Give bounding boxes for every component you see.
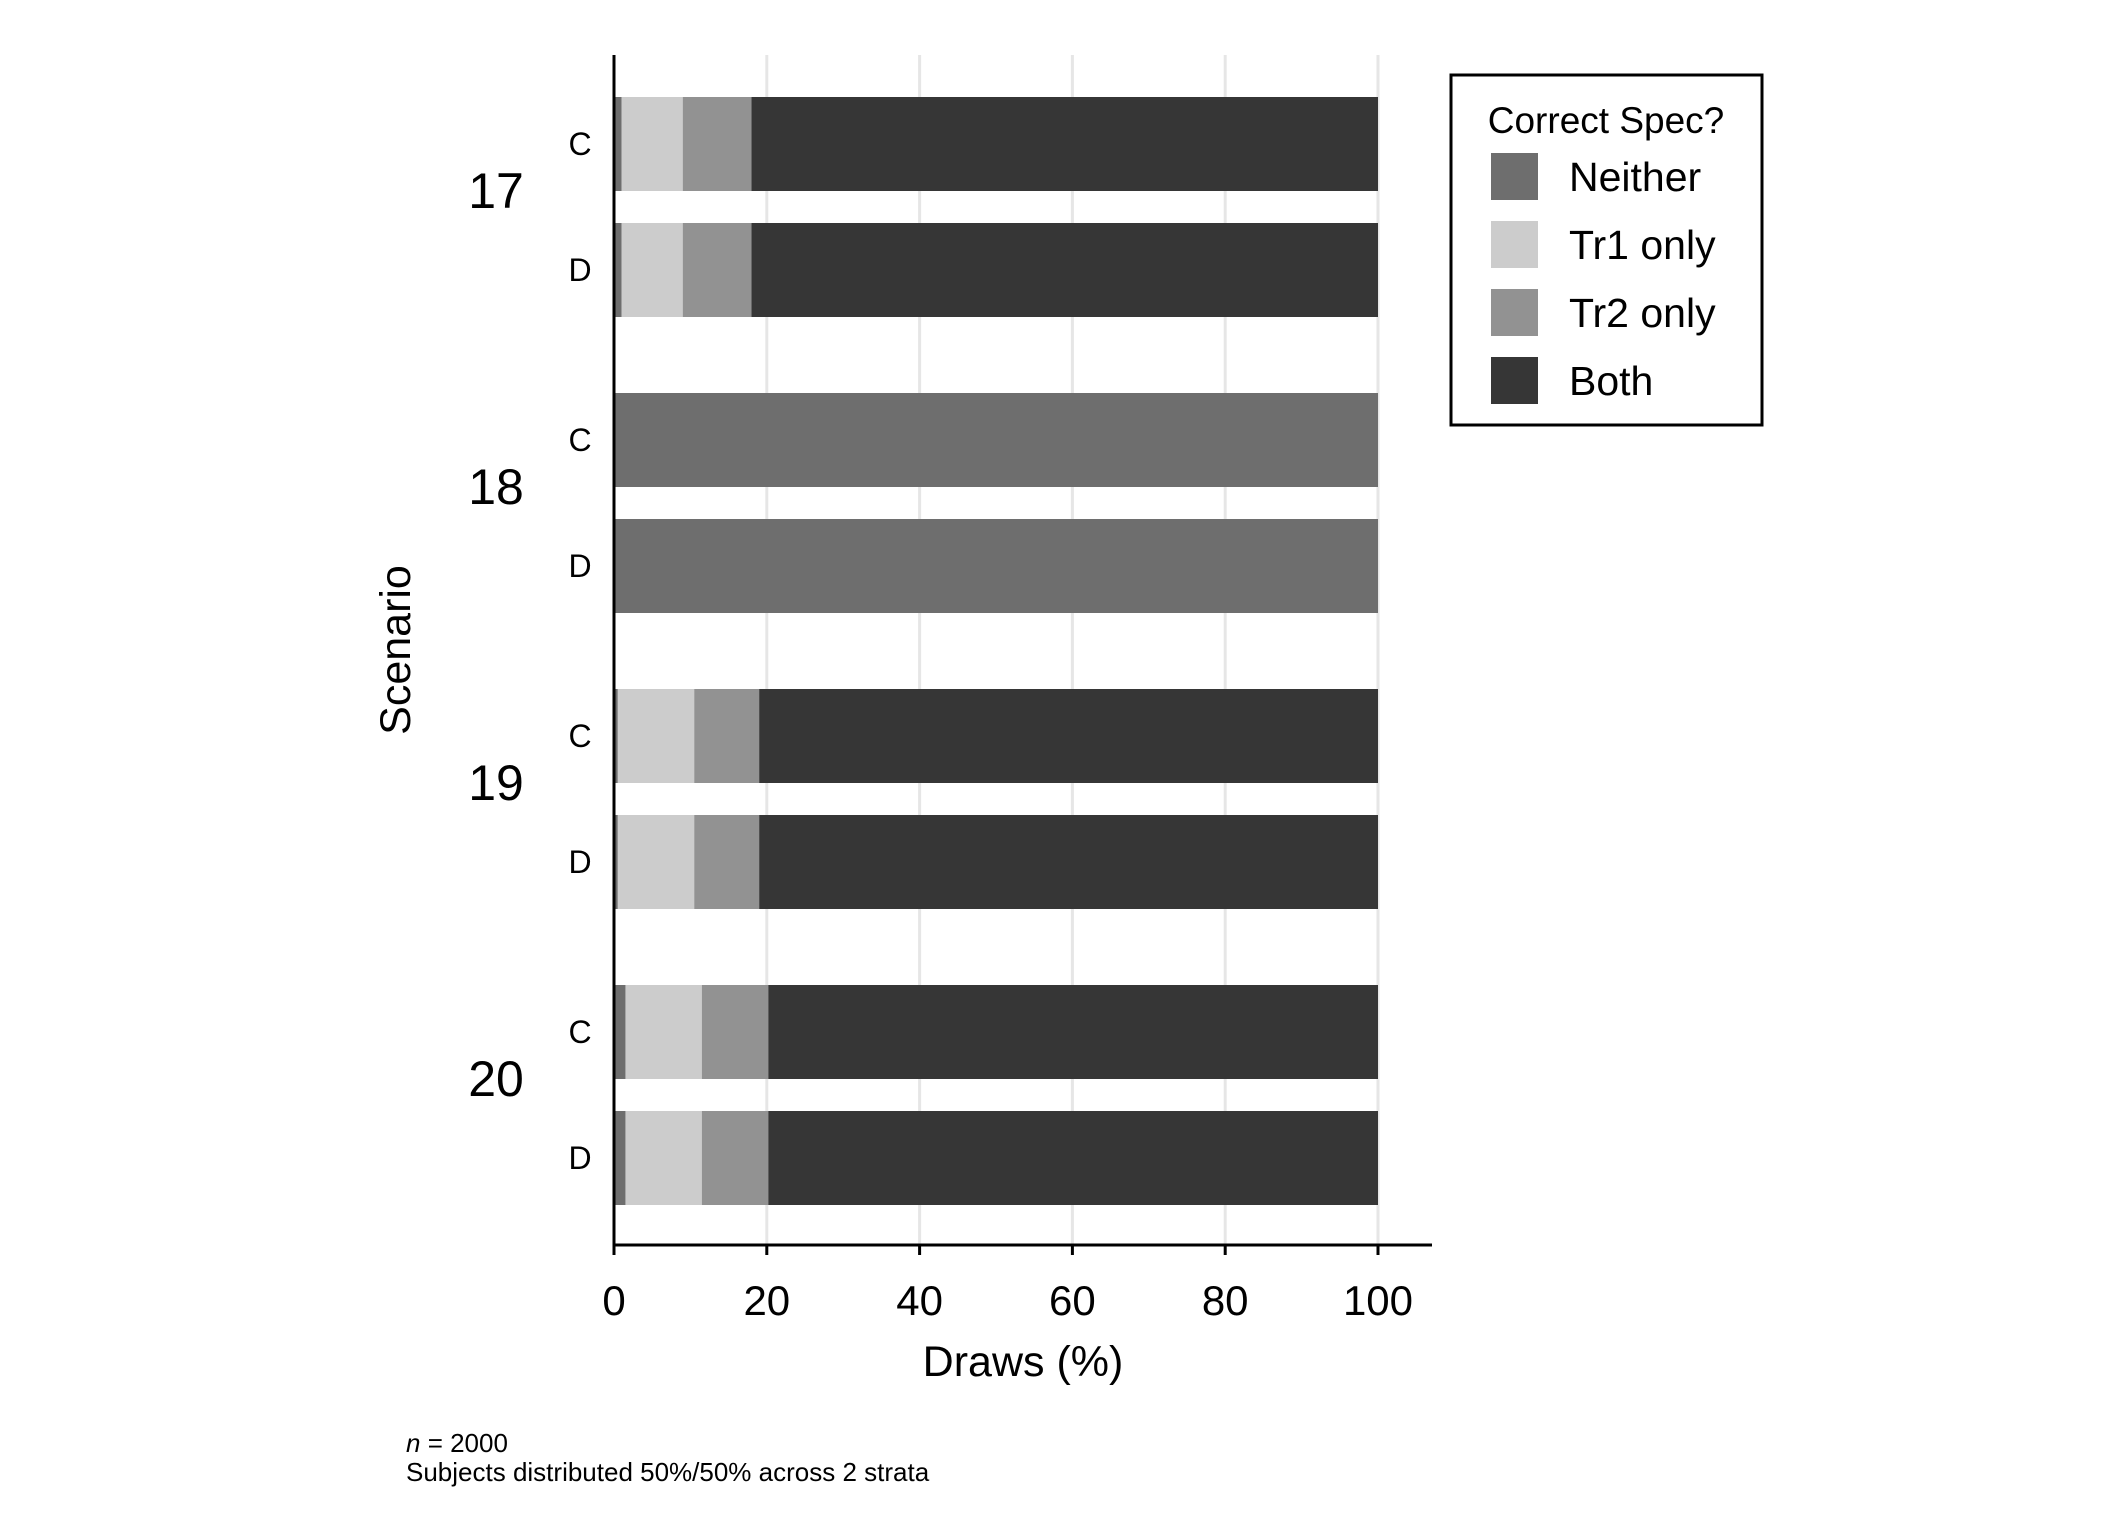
- legend-label-both: Both: [1569, 358, 1653, 404]
- bar-17-c-tr2-only: [682, 97, 752, 191]
- bar-18-c-neither: [614, 393, 1378, 487]
- bar-19-c-tr1-only: [617, 689, 695, 783]
- x-tick-label-60: 60: [1049, 1277, 1096, 1324]
- bar-19-c-tr2-only: [694, 689, 760, 783]
- footnote-strata: Subjects distributed 50%/50% across 2 st…: [406, 1457, 930, 1487]
- legend: Correct Spec? Neither Tr1 only Tr2 only Bot…: [1449, 73, 1764, 427]
- legend-label-tr1-only: Tr1 only: [1569, 222, 1716, 268]
- x-tick-label-80: 80: [1202, 1277, 1249, 1324]
- bar-20-d-tr1-only: [625, 1111, 702, 1205]
- row-label-19-c: C: [568, 718, 591, 754]
- legend-label-tr2-only: Tr2 only: [1569, 290, 1716, 336]
- bar-17-c-both: [751, 97, 1378, 191]
- bar-19-d-neither: [614, 815, 618, 909]
- row-label-20-d: D: [568, 1140, 591, 1176]
- footnote: n = 2000 Subjects distributed 50%/50% ac…: [406, 1428, 930, 1487]
- y-axis-title: Scenario: [372, 565, 420, 735]
- row-label-19-d: D: [568, 844, 591, 880]
- bar-20-c-both: [768, 985, 1378, 1079]
- x-tick-label-0: 0: [602, 1277, 625, 1324]
- footnote-n-value: = 2000: [420, 1428, 507, 1458]
- axes: [612, 55, 1432, 1247]
- legend-swatch-tr1-only: [1491, 221, 1538, 268]
- x-tick-label-40: 40: [896, 1277, 943, 1324]
- bar-17-d-both: [751, 223, 1378, 317]
- bar-20-c-neither: [614, 985, 626, 1079]
- x-tick-labels: 0 20 40 60 80 100: [602, 1245, 1413, 1324]
- bar-19-c-neither: [614, 689, 618, 783]
- bar-17-d-tr1-only: [621, 223, 683, 317]
- bar-18-d-neither: [614, 519, 1378, 613]
- bars: [614, 97, 1378, 1205]
- row-label-17-d: D: [568, 252, 591, 288]
- group-label-18: 18: [468, 459, 524, 515]
- row-label-18-d: D: [568, 548, 591, 584]
- y-labels: C D 17 C D 18 C D 19 C D 20: [468, 126, 591, 1176]
- footnote-n-symbol: n: [406, 1428, 420, 1458]
- legend-title: Correct Spec?: [1488, 100, 1725, 141]
- bar-20-c-tr2-only: [701, 985, 769, 1079]
- bar-20-d-neither: [614, 1111, 626, 1205]
- bar-20-d-both: [768, 1111, 1378, 1205]
- bar-20-d-tr2-only: [701, 1111, 769, 1205]
- bar-19-d-both: [759, 815, 1378, 909]
- bar-20-c-tr1-only: [625, 985, 702, 1079]
- row-label-17-c: C: [568, 126, 591, 162]
- bar-17-d-neither: [614, 223, 622, 317]
- x-tick-label-100: 100: [1343, 1277, 1413, 1324]
- legend-label-neither: Neither: [1569, 154, 1701, 200]
- legend-swatch-tr2-only: [1491, 289, 1538, 336]
- bar-19-d-tr1-only: [617, 815, 695, 909]
- legend-items: Neither Tr1 only Tr2 only Both: [1491, 153, 1716, 404]
- bar-19-c-both: [759, 689, 1378, 783]
- group-label-20: 20: [468, 1051, 524, 1107]
- x-tick-label-20: 20: [743, 1277, 790, 1324]
- bar-17-c-neither: [614, 97, 622, 191]
- x-axis-title: Draws (%): [923, 1338, 1124, 1386]
- bar-17-d-tr2-only: [682, 223, 752, 317]
- legend-swatch-neither: [1491, 153, 1538, 200]
- footnote-n: n = 2000: [406, 1428, 508, 1458]
- bar-19-d-tr2-only: [694, 815, 760, 909]
- group-label-17: 17: [468, 163, 524, 219]
- legend-swatch-both: [1491, 357, 1538, 404]
- bar-17-c-tr1-only: [621, 97, 683, 191]
- row-label-20-c: C: [568, 1014, 591, 1050]
- row-label-18-c: C: [568, 422, 591, 458]
- group-label-19: 19: [468, 755, 524, 811]
